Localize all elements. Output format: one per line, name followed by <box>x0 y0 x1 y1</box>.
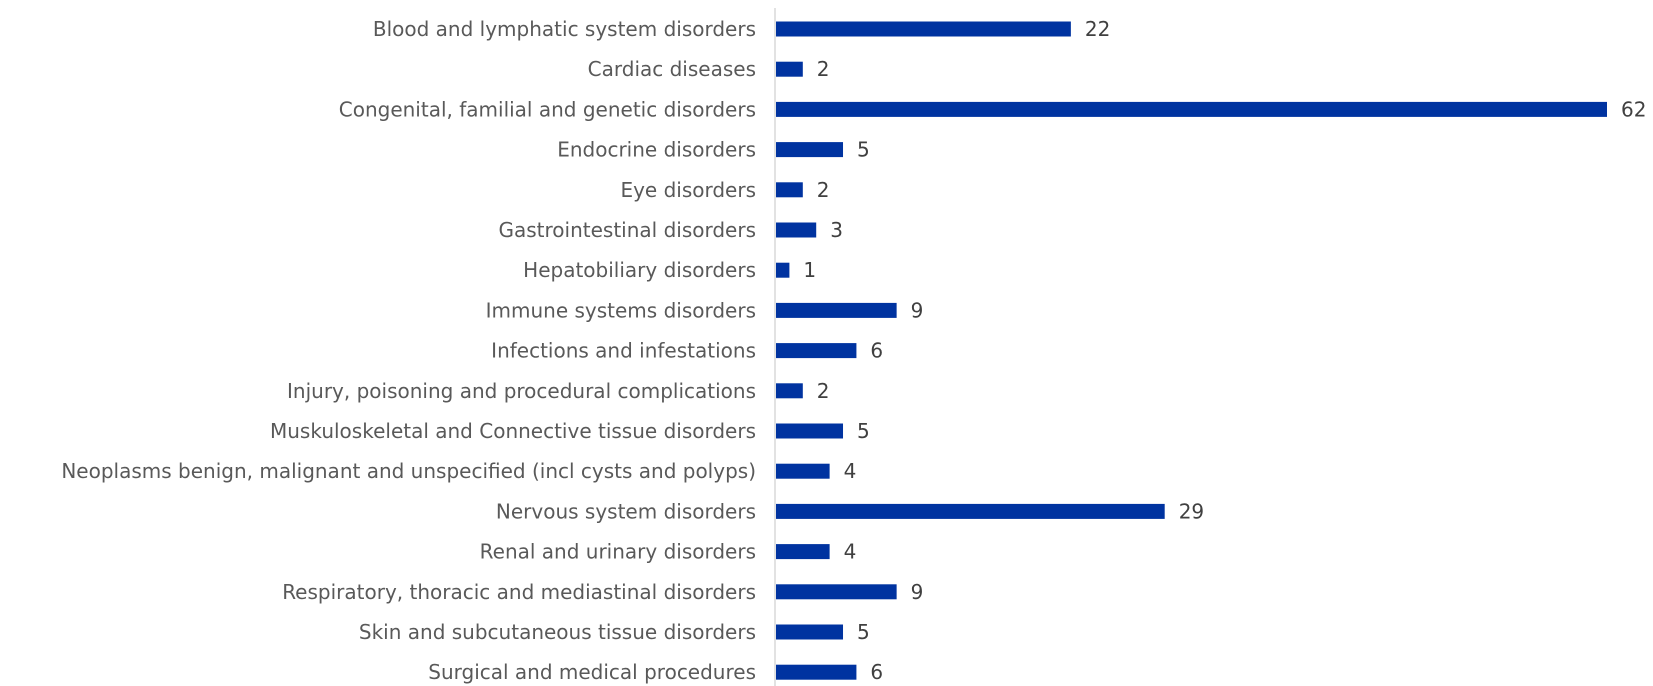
category-label: Cardiac diseases <box>588 57 756 81</box>
bar <box>776 101 1607 117</box>
category-label: Eye disorders <box>620 178 756 202</box>
category-label: Congenital, familial and genetic disorde… <box>339 97 756 121</box>
value-label: 62 <box>1621 97 1646 121</box>
value-label: 5 <box>857 620 870 644</box>
category-label: Skin and subcutaneous tissue disorders <box>359 620 756 644</box>
value-label: 4 <box>844 540 857 564</box>
bars <box>776 21 1607 680</box>
category-label: Injury, poisoning and procedural complic… <box>287 379 756 403</box>
bar <box>776 142 844 158</box>
bar <box>776 503 1165 519</box>
value-label: 9 <box>911 580 924 604</box>
value-label: 2 <box>817 178 830 202</box>
bar <box>776 21 1071 37</box>
value-label: 29 <box>1179 499 1204 523</box>
bar <box>776 664 857 680</box>
bar <box>776 222 817 238</box>
value-label: 6 <box>870 339 883 363</box>
bar <box>776 302 897 318</box>
bar <box>776 343 857 359</box>
category-label: Hepatobiliary disorders <box>523 258 756 282</box>
category-label: Respiratory, thoracic and mediastinal di… <box>282 580 756 604</box>
bar <box>776 182 803 198</box>
bar <box>776 544 830 560</box>
value-label: 9 <box>911 298 924 322</box>
category-label: Nervous system disorders <box>496 499 756 523</box>
bar <box>776 383 803 399</box>
bar <box>776 584 897 600</box>
bar <box>776 61 803 77</box>
category-label: Blood and lymphatic system disorders <box>373 17 756 41</box>
bar <box>776 624 844 640</box>
value-label: 1 <box>803 258 816 282</box>
value-label: 22 <box>1085 17 1110 41</box>
category-label: Renal and urinary disorders <box>480 540 756 564</box>
value-label: 2 <box>817 57 830 81</box>
bar <box>776 423 844 439</box>
category-label: Endocrine disorders <box>557 138 756 162</box>
value-label: 4 <box>844 459 857 483</box>
category-labels: Blood and lymphatic system disorders Card… <box>61 17 756 684</box>
value-label: 6 <box>870 660 883 684</box>
category-label: Surgical and medical procedures <box>428 660 756 684</box>
category-label: Immune systems disorders <box>486 298 756 322</box>
value-label: 5 <box>857 419 870 443</box>
category-label: Neoplasms benign, malignant and unspecif… <box>61 459 756 483</box>
value-label: 3 <box>830 218 843 242</box>
value-label: 5 <box>857 138 870 162</box>
category-label: Infections and infestations <box>491 339 756 363</box>
bar <box>776 262 790 278</box>
bar <box>776 463 830 479</box>
value-label: 2 <box>817 379 830 403</box>
category-label: Gastrointestinal disorders <box>499 218 757 242</box>
category-label: Muskuloskeletal and Connective tissue di… <box>270 419 756 443</box>
